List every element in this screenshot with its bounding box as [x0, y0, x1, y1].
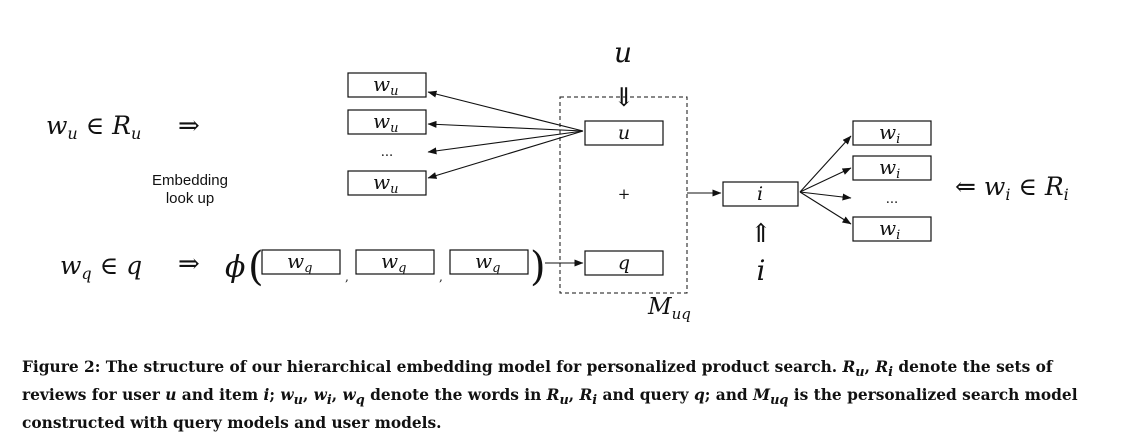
- query-word-box: wq: [355, 249, 435, 276]
- comma: ,: [439, 270, 443, 284]
- svg-text:wi: wi: [879, 120, 900, 147]
- query-model-box: q: [584, 250, 664, 276]
- user-word-ellipsis: ...: [381, 145, 393, 160]
- item-word-box: wi: [852, 120, 932, 147]
- user-word-box: wu: [347, 109, 427, 136]
- hierarchical-embedding-diagram: wu ∈ Ru ⇒ Embedding look up wq ∈ q ⇒ wu …: [46, 36, 1069, 323]
- implies-down-icon: ⇓: [613, 83, 635, 113]
- arrow-item-to-word-3: [799, 191, 852, 225]
- item-word-box: wi: [852, 216, 932, 243]
- svg-text:wi: wi: [879, 216, 900, 243]
- user-word-box: wu: [347, 170, 427, 197]
- caption-figure-label: Figure 2:: [22, 358, 101, 376]
- arrow-user-to-word-2: [427, 120, 584, 132]
- svg-text:u: u: [618, 122, 630, 144]
- personalized-model-label: Muq: [647, 294, 691, 323]
- implies-right-query: ⇒: [178, 249, 200, 279]
- plus-sign: +: [618, 185, 631, 203]
- user-word-box: wu: [347, 72, 427, 99]
- implies-right-user: ⇒: [178, 111, 200, 141]
- svg-text:wi: wi: [879, 155, 900, 182]
- arrow-user-to-word-ellipsis: [427, 130, 584, 155]
- comma: ,: [345, 270, 349, 284]
- arrow-user-to-word-1: [427, 90, 584, 132]
- user-word-equation: wu ∈ Ru: [46, 111, 141, 143]
- arrow-user-to-word-3: [427, 130, 584, 179]
- open-paren: (: [248, 244, 264, 290]
- item-symbol: i: [757, 254, 766, 287]
- arrow-item-to-word-ellipsis: [799, 191, 852, 201]
- phi-function: ϕ: [225, 250, 245, 285]
- svg-text:wu: wu: [373, 109, 399, 136]
- query-word-box: wq: [449, 249, 529, 276]
- svg-text:i: i: [757, 183, 763, 205]
- user-model-box: u: [584, 120, 664, 146]
- arrow-item-to-word-2: [799, 167, 852, 193]
- svg-text:q: q: [618, 252, 630, 274]
- arrow-item-to-word-1: [799, 135, 852, 193]
- embedding-label-line1: Embedding: [152, 172, 228, 189]
- item-word-equation: ⇐ wi ∈ Ri: [955, 172, 1069, 204]
- personalized-model-boundary: [559, 96, 688, 294]
- implies-up-icon: ⇑: [750, 219, 772, 249]
- item-word-ellipsis: ...: [886, 192, 898, 207]
- item-word-box: wi: [852, 155, 932, 182]
- close-paren: ): [530, 244, 546, 290]
- user-symbol: u: [614, 36, 632, 69]
- figure-caption: Figure 2: The structure of our hierarchi…: [22, 358, 1078, 433]
- embedding-label-line2: look up: [166, 190, 214, 207]
- query-word-equation: wq ∈ q: [60, 251, 142, 283]
- item-model-box: i: [722, 181, 799, 207]
- query-word-box: wq: [261, 249, 341, 276]
